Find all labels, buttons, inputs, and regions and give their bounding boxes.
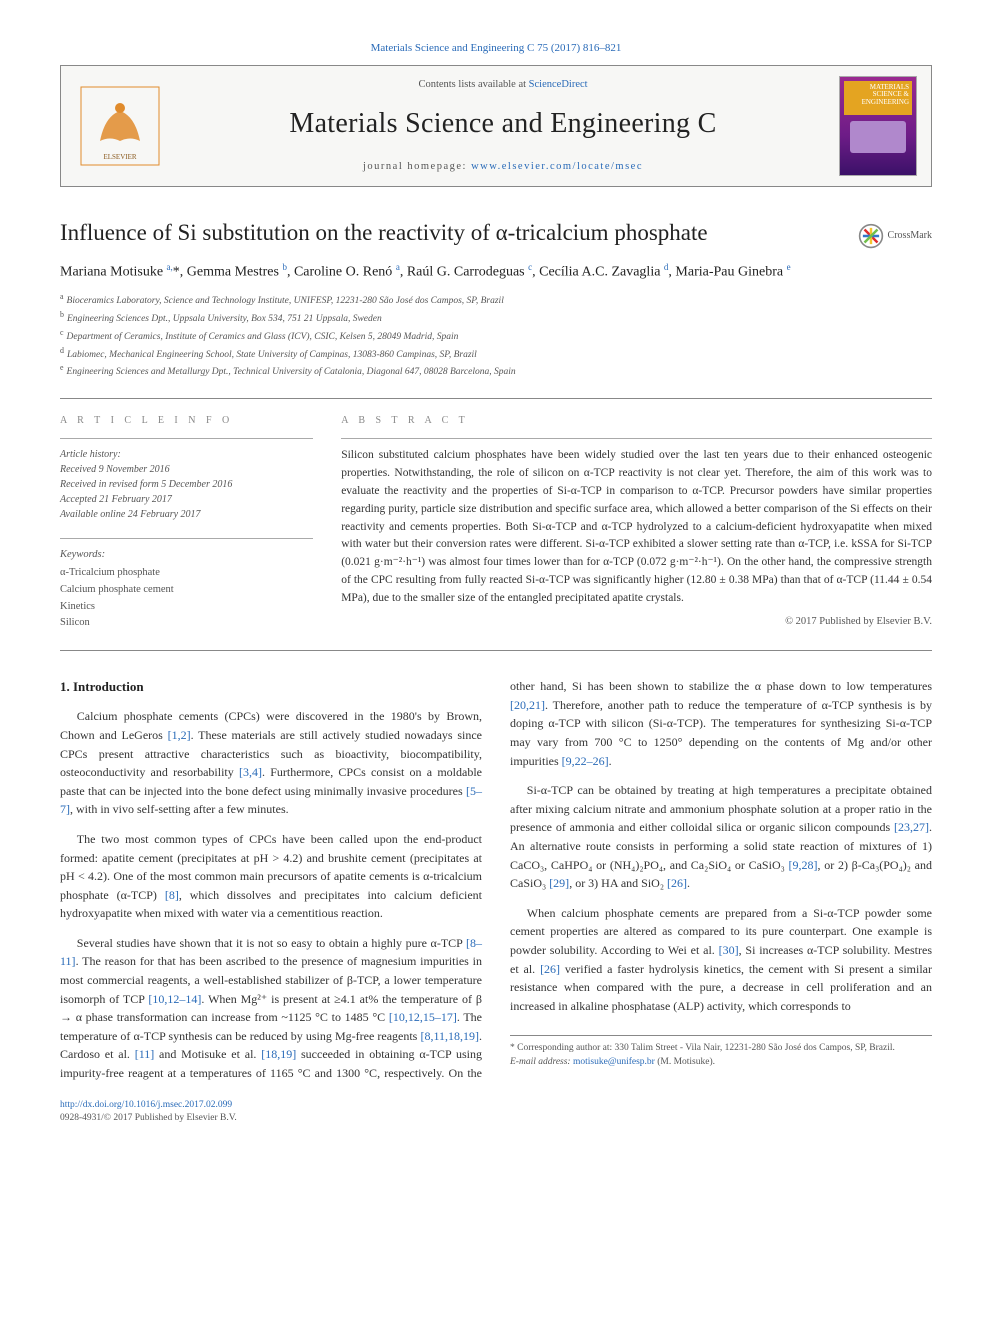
homepage-line: journal homepage: www.elsevier.com/locat… <box>183 159 823 175</box>
history-label: Article history: <box>60 447 313 462</box>
body-text: 1. Introduction Calcium phosphate cement… <box>60 677 932 1082</box>
article-info-label: A R T I C L E I N F O <box>60 413 313 428</box>
email-link[interactable]: motisuke@unifesp.br <box>573 1057 655 1067</box>
abstract-label: A B S T R A C T <box>341 413 932 428</box>
intro-heading: 1. Introduction <box>60 677 482 697</box>
history-received: Received 9 November 2016 <box>60 462 313 477</box>
rule-divider <box>60 398 932 399</box>
article-history: Article history: Received 9 November 201… <box>60 447 313 522</box>
page-footer: http://dx.doi.org/10.1016/j.msec.2017.02… <box>60 1099 932 1126</box>
history-online: Available online 24 February 2017 <box>60 507 313 522</box>
keywords-label: Keywords: <box>60 547 313 563</box>
svg-text:ELSEVIER: ELSEVIER <box>103 153 136 161</box>
sciencedirect-link[interactable]: ScienceDirect <box>529 79 588 90</box>
thin-rule <box>60 538 313 539</box>
email-line: E-mail address: motisuke@unifesp.br (M. … <box>510 1056 932 1070</box>
top-citation: Materials Science and Engineering C 75 (… <box>60 40 932 57</box>
article-title: Influence of Si substitution on the reac… <box>60 219 932 248</box>
homepage-link[interactable]: www.elsevier.com/locate/msec <box>471 161 643 172</box>
abstract-copyright: © 2017 Published by Elsevier B.V. <box>341 614 932 630</box>
keywords-list: α-Tricalcium phosphateCalcium phosphate … <box>60 565 313 632</box>
abstract-text: Silicon substituted calcium phosphates h… <box>341 447 932 607</box>
top-citation-text[interactable]: Materials Science and Engineering C 75 (… <box>371 42 622 54</box>
crossmark-icon <box>858 223 884 249</box>
affiliations: aBioceramics Laboratory, Science and Tec… <box>60 291 932 380</box>
crossmark-label: CrossMark <box>888 228 932 243</box>
history-accepted: Accepted 21 February 2017 <box>60 492 313 507</box>
thin-rule <box>341 438 932 439</box>
footnote-area: * Corresponding author at: 330 Talim Str… <box>510 1035 932 1070</box>
journal-title: Materials Science and Engineering C <box>183 103 823 145</box>
masthead: ELSEVIER Contents lists available at Sci… <box>60 65 932 187</box>
masthead-center: Contents lists available at ScienceDirec… <box>183 77 823 175</box>
cover-label: MATERIALS SCIENCE & ENGINEERING <box>844 81 912 115</box>
issn-line: 0928-4931/© 2017 Published by Elsevier B… <box>60 1112 932 1125</box>
elsevier-logo: ELSEVIER <box>75 81 165 171</box>
journal-cover-thumb: MATERIALS SCIENCE & ENGINEERING <box>839 76 917 176</box>
contents-prefix: Contents lists available at <box>418 79 528 90</box>
history-revised: Received in revised form 5 December 2016 <box>60 477 313 492</box>
corresponding-author: * Corresponding author at: 330 Talim Str… <box>510 1042 932 1056</box>
contents-line: Contents lists available at ScienceDirec… <box>183 77 823 93</box>
crossmark-badge[interactable]: CrossMark <box>858 223 932 249</box>
thin-rule <box>60 438 313 439</box>
doi-link[interactable]: http://dx.doi.org/10.1016/j.msec.2017.02… <box>60 1100 232 1110</box>
homepage-prefix: journal homepage: <box>363 161 471 172</box>
authors: Mariana Motisuke a,*, Gemma Mestres b, C… <box>60 261 932 283</box>
rule-divider <box>60 650 932 651</box>
